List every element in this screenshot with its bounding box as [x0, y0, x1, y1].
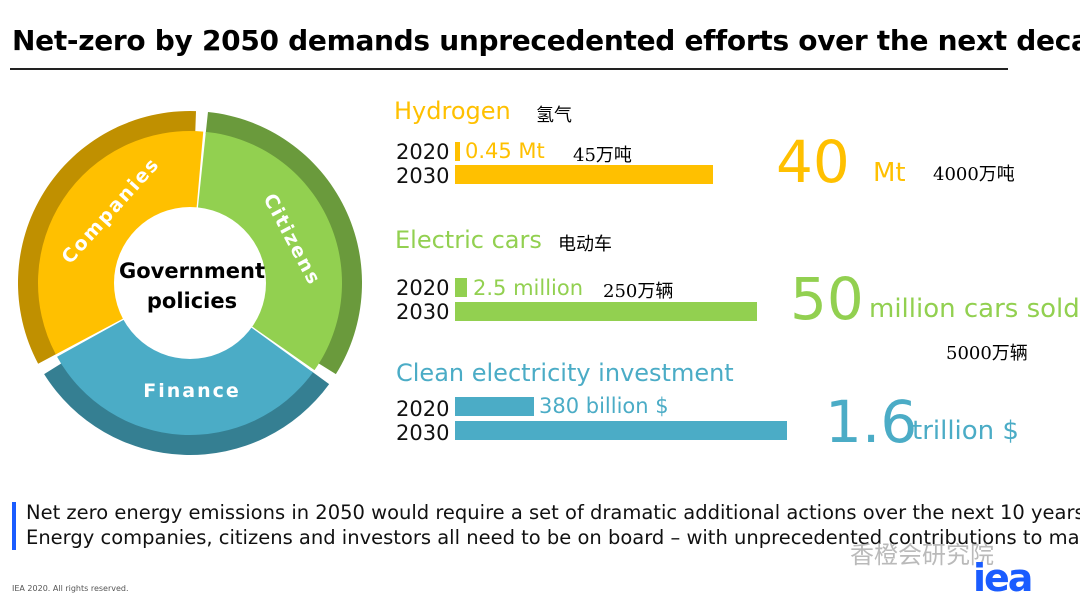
copyright: IEA 2020. All rights reserved.: [12, 584, 129, 593]
note-text: Net zero energy emissions in 2050 would …: [26, 500, 1080, 550]
hydrogen-value-2020: 0.45 Mt: [465, 139, 545, 163]
ev-year-2030: 2030: [396, 300, 450, 324]
ev-2030-value: 50: [790, 265, 864, 333]
watermark: 香橙会研究院: [850, 541, 994, 569]
policy-cycle-diagram: Government policies Companies Citizens F…: [17, 110, 362, 455]
hydrogen-value-2020-cn: 45万吨: [573, 145, 632, 166]
center-circle: [114, 207, 266, 359]
clean-2030-value: 1.6: [825, 388, 918, 456]
clean-bar-2020: [455, 397, 534, 416]
clean-electricity-label: Clean electricity investment: [396, 359, 734, 387]
ev-value-2020-cn: 250万辆: [603, 281, 674, 302]
hydrogen-year-2030: 2030: [396, 164, 450, 188]
clean-2030-unit: trillion $: [912, 416, 1019, 446]
companies-segment-outer: [17, 110, 197, 364]
iea-logo: iea: [973, 556, 1033, 600]
ev-label: Electric cars: [395, 226, 542, 254]
clean-year-2030: 2030: [396, 421, 450, 445]
ev-2030-cn: 5000万辆: [946, 343, 1028, 364]
companies-segment: [37, 131, 204, 355]
center-label-2: policies: [147, 289, 237, 313]
finance-segment: [57, 316, 313, 435]
page-title: Net-zero by 2050 demands unprecedented e…: [12, 24, 1080, 57]
citizens-segment-outer: [205, 111, 362, 375]
hydrogen-2030-unit: Mt: [873, 158, 906, 188]
hydrogen-bar-2020: [455, 142, 460, 161]
clean-value-2020: 380 billion $: [539, 394, 669, 418]
ev-bar-2030: [455, 302, 757, 321]
hydrogen-label: Hydrogen: [394, 97, 511, 125]
title-divider: [10, 68, 1008, 70]
clean-year-2020: 2020: [396, 397, 450, 421]
note-line-2: Energy companies, citizens and investors…: [26, 526, 1080, 549]
note-line-1: Net zero energy emissions in 2050 would …: [26, 501, 1080, 524]
segment-label-finance: Finance: [143, 380, 241, 402]
hydrogen-bar-2030: [455, 165, 713, 184]
ev-bar-2020: [455, 278, 467, 297]
hydrogen-2030-cn: 4000万吨: [933, 164, 1015, 185]
hydrogen-2030-value: 40: [776, 128, 850, 196]
ev-label-cn: 电动车: [558, 234, 612, 255]
ev-year-2020: 2020: [396, 276, 450, 300]
center-label-1: Government: [119, 259, 265, 283]
citizens-segment: [197, 131, 342, 371]
hydrogen-label-cn: 氢气: [536, 105, 572, 126]
clean-bar-2030: [455, 421, 787, 440]
ev-value-2020: 2.5 million: [473, 276, 584, 300]
note-accent-bar: [12, 502, 16, 550]
finance-segment-outer: [44, 362, 330, 455]
hydrogen-year-2020: 2020: [396, 140, 450, 164]
ev-2030-unit: million cars sold: [869, 294, 1080, 324]
